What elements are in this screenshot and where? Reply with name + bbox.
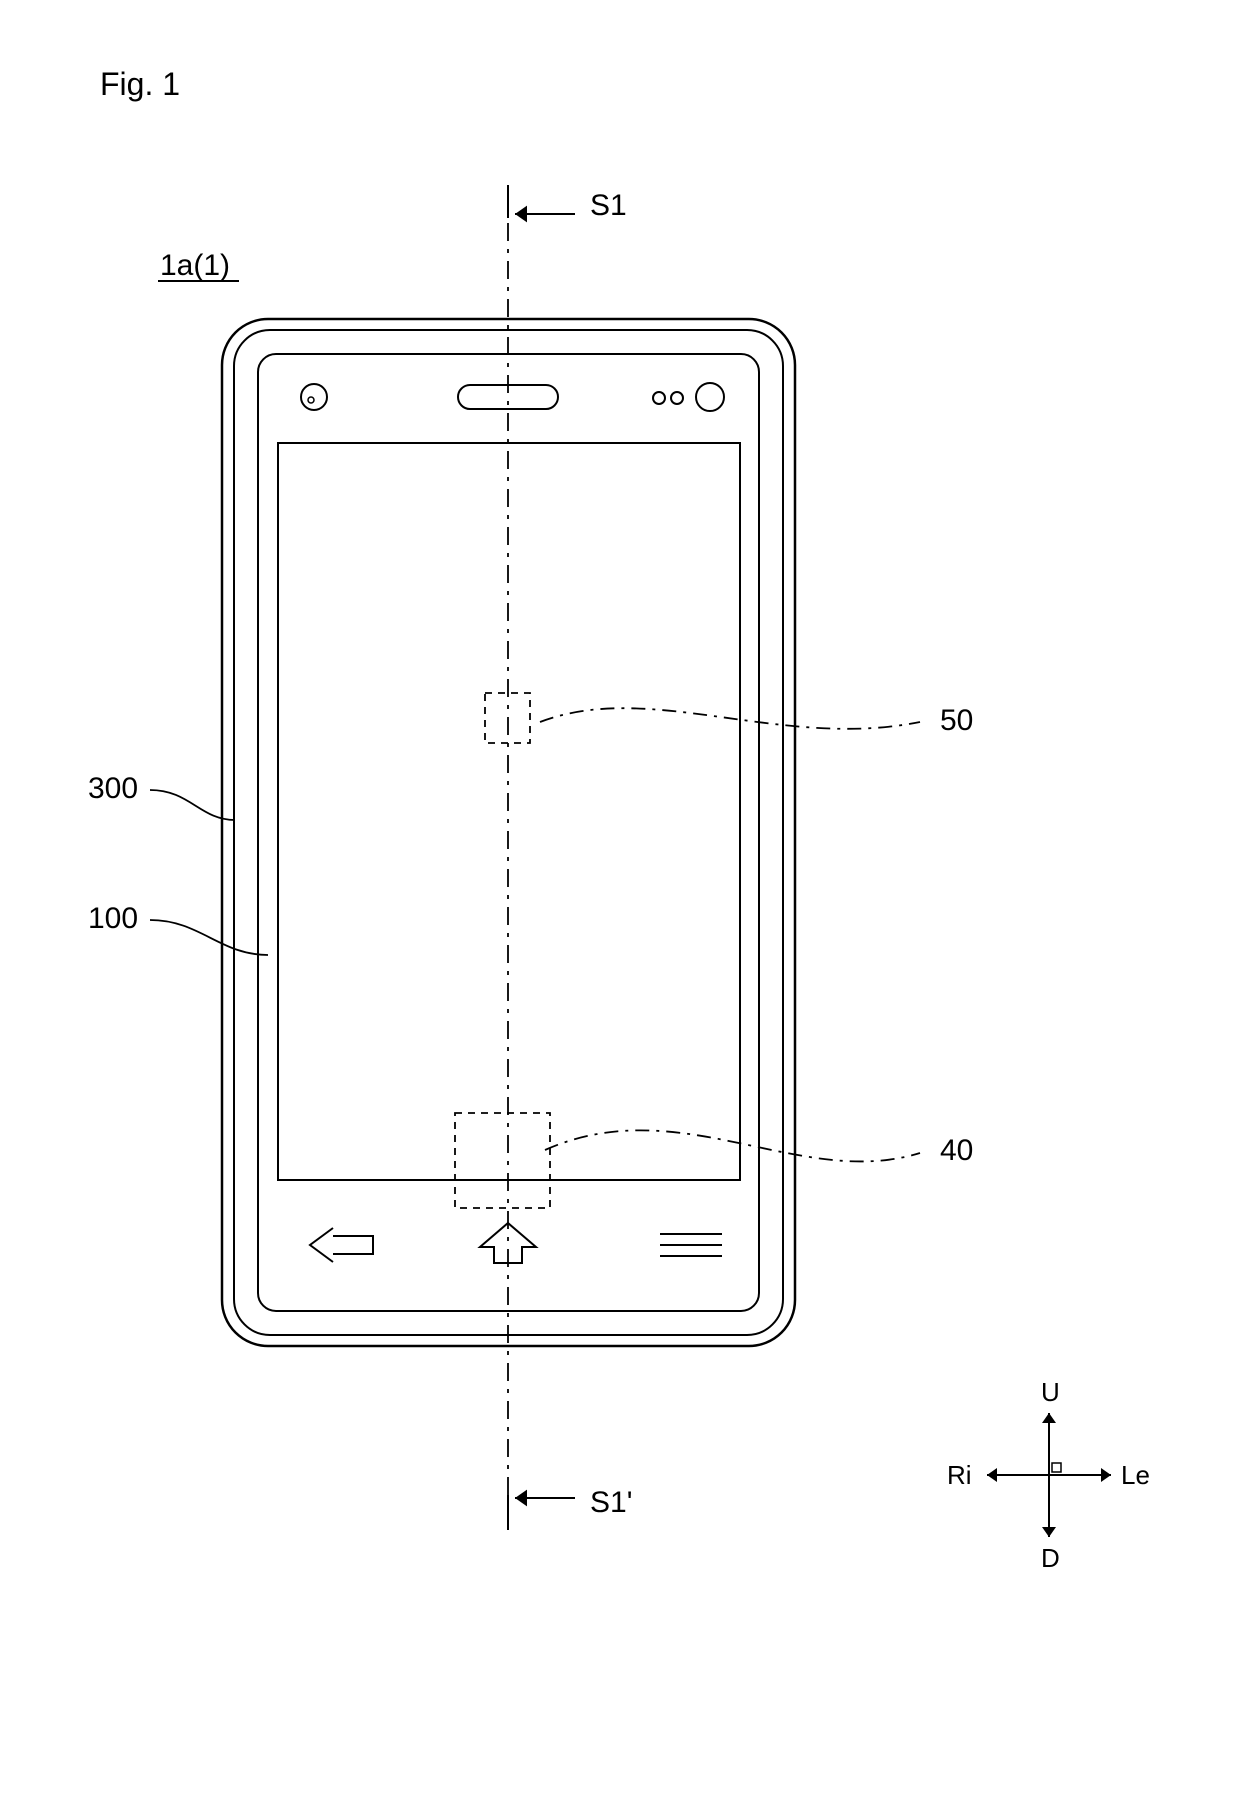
sensor-dot-icon [671,392,683,404]
section-label-bottom: S1' [590,1486,632,1519]
camera-left-icon [301,384,327,410]
menu-icon [660,1234,722,1256]
ref-100-label: 100 [88,902,138,935]
figure-label: Fig. 1 [100,66,180,102]
ref-100-leader [150,920,268,955]
camera-left-inner-icon [308,397,314,403]
ref-300-label: 300 [88,772,138,805]
back-icon [310,1228,373,1262]
component-40-box [455,1113,550,1208]
compass-u: U [1041,1377,1060,1407]
orientation-compass [987,1413,1111,1537]
compass-le: Le [1121,1460,1150,1490]
sub-label: 1a(1) [160,249,230,282]
camera-right-icon [696,383,724,411]
ref-50-label: 50 [940,704,973,737]
section-label-top: S1 [590,189,627,222]
compass-d: D [1041,1543,1060,1573]
ref-40-label: 40 [940,1134,973,1167]
ref-50-leader [540,708,920,729]
compass-ri: Ri [947,1460,972,1490]
phone-screen [278,443,740,1180]
sensor-dot-icon [653,392,665,404]
ref-40-leader [545,1130,920,1161]
